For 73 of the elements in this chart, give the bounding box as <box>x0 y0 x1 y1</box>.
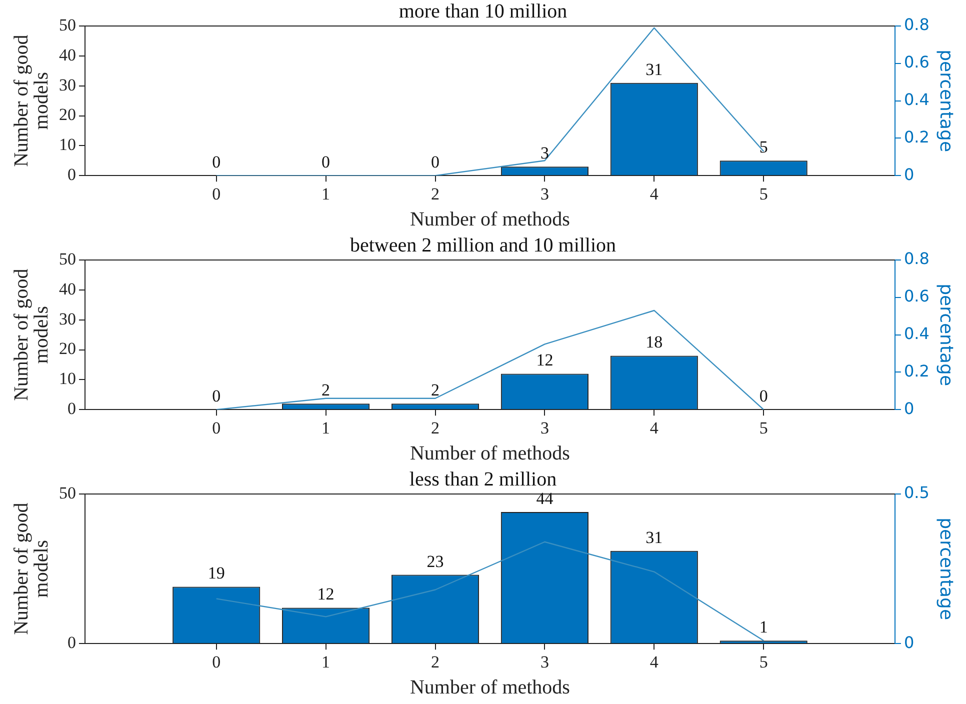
x-tick-label: 2 <box>431 652 440 672</box>
x-tick-label: 4 <box>650 184 659 204</box>
x-tick-label: 1 <box>322 652 330 672</box>
y2-tick-label: 0.6 <box>904 286 930 306</box>
x-tick-label: 5 <box>759 184 768 204</box>
y2-tick-label: 0.4 <box>904 324 930 343</box>
data-label: 5 <box>759 138 768 157</box>
y2-tick-label: 0.6 <box>904 52 930 72</box>
y2-tick-label: 0.2 <box>904 127 930 146</box>
y-tick-label: 0 <box>68 165 76 184</box>
chart-title: between 2 million and 10 million <box>350 234 616 256</box>
y-tick-label: 10 <box>59 135 76 154</box>
data-label: 31 <box>646 528 663 547</box>
x-tick-label: 3 <box>540 652 549 672</box>
x-axis-title: Number of methods <box>410 208 570 230</box>
y-tick-label: 50 <box>59 249 76 268</box>
data-label: 0 <box>212 386 221 406</box>
x-tick-label: 2 <box>431 184 440 204</box>
chart-title: more than 10 million <box>398 0 568 22</box>
y-tick-label: 50 <box>59 483 76 502</box>
y2-tick-label: 0 <box>904 632 914 652</box>
y-axis-title: Number of good models <box>10 502 52 635</box>
chart-title: less than 2 million <box>409 468 557 490</box>
data-label: 19 <box>208 564 225 583</box>
data-label: 23 <box>426 552 444 571</box>
y-axis-title: Number of good models <box>10 34 52 167</box>
x-tick-label: 5 <box>759 418 768 438</box>
data-label: 0 <box>759 386 768 406</box>
data-label: 2 <box>431 380 440 400</box>
x-tick-label: 5 <box>759 652 768 672</box>
y2-axis-title: percentage <box>936 50 957 152</box>
y2-tick-label: 0 <box>904 164 914 184</box>
y-tick-label: 20 <box>59 339 76 358</box>
data-label: 12 <box>536 350 554 370</box>
x-axis-title: Number of methods <box>410 676 570 698</box>
data-label: 0 <box>431 152 440 172</box>
x-axis-title: Number of methods <box>410 442 570 464</box>
y-tick-label: 0 <box>68 399 76 418</box>
y-tick-label: 30 <box>59 309 76 328</box>
y-axis-title: Number of good models <box>10 268 52 401</box>
y2-axis-title: percentage <box>936 284 957 386</box>
y-tick-label: 30 <box>59 75 76 94</box>
x-tick-label: 4 <box>650 418 659 438</box>
y2-tick-label: 0.8 <box>904 249 930 268</box>
data-label: 18 <box>646 332 663 352</box>
x-tick-label: 0 <box>212 184 221 204</box>
data-label: 12 <box>317 584 334 604</box>
y-tick-label: 20 <box>59 105 76 124</box>
data-label: 31 <box>646 60 663 79</box>
y2-tick-label: 0.8 <box>904 15 930 34</box>
y2-axis-title: percentage <box>936 518 957 620</box>
data-label: 0 <box>212 152 221 172</box>
y-tick-label: 50 <box>59 15 76 34</box>
x-tick-label: 1 <box>322 184 330 204</box>
x-tick-label: 2 <box>431 418 440 438</box>
y2-tick-label: 0.4 <box>904 90 930 109</box>
x-tick-label: 0 <box>212 418 221 438</box>
data-label: 3 <box>540 144 549 163</box>
y2-tick-label: 0.5 <box>904 483 930 502</box>
y2-tick-label: 0.2 <box>904 361 930 380</box>
x-tick-label: 4 <box>650 652 659 672</box>
x-tick-label: 3 <box>540 184 549 204</box>
y-tick-label: 0 <box>68 633 76 652</box>
data-label: 1 <box>759 618 768 637</box>
data-label: 2 <box>322 380 330 400</box>
y-tick-label: 10 <box>59 369 76 388</box>
x-tick-label: 1 <box>322 418 330 438</box>
y-tick-label: 40 <box>59 45 76 64</box>
x-tick-label: 0 <box>212 652 221 672</box>
x-tick-label: 3 <box>540 418 549 438</box>
data-label: 0 <box>322 152 330 172</box>
y2-tick-label: 0 <box>904 398 914 418</box>
y-tick-label: 40 <box>59 279 76 298</box>
